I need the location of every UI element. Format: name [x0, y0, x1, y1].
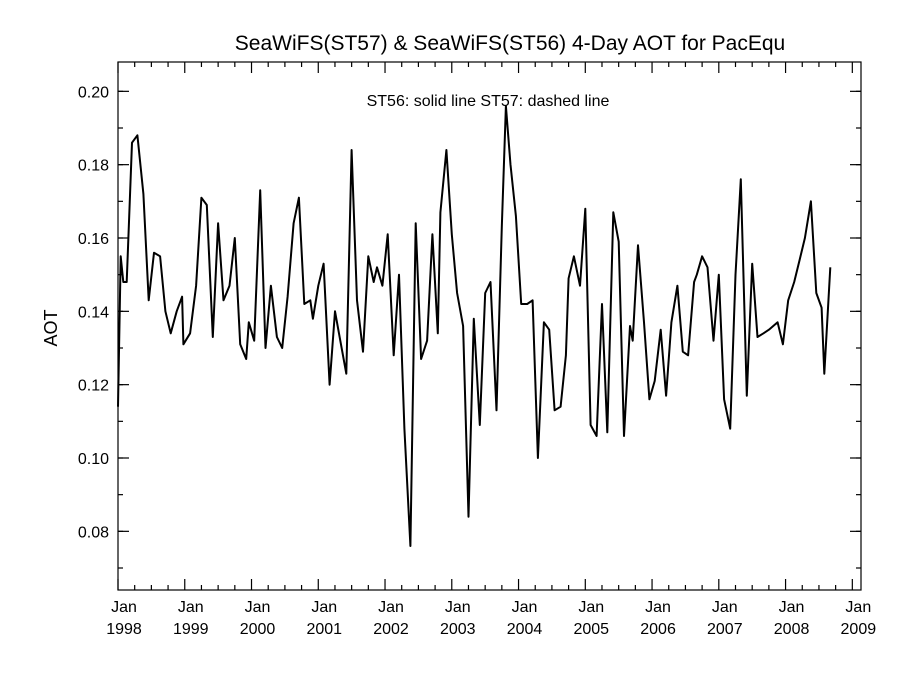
line-style-annotation: ST56: solid line ST57: dashed line [367, 93, 610, 110]
x-tick-month-label: Jan [779, 599, 805, 616]
y-tick-label: 0.20 [78, 84, 109, 101]
x-tick-year-label: 2008 [774, 621, 810, 638]
x-tick-month-label: Jan [512, 599, 538, 616]
x-tick-month-label: Jan [178, 599, 204, 616]
x-tick-month-label: Jan [245, 599, 271, 616]
x-tick-month-label: Jan [845, 599, 871, 616]
series-group [117, 105, 832, 547]
x-tick-month-label: Jan [578, 599, 604, 616]
y-tick-label: 0.10 [78, 451, 109, 468]
x-tick-year-label: 2007 [707, 621, 743, 638]
chart-title: SeaWiFS(ST57) & SeaWiFS(ST56) 4-Day AOT … [235, 32, 785, 55]
x-tick-year-label: 2005 [573, 621, 609, 638]
x-tick-year-label: 1999 [173, 621, 209, 638]
plot-frame [117, 61, 862, 591]
y-tick-label: 0.16 [78, 231, 109, 248]
series-line-solid [117, 105, 832, 547]
x-tick-year-label: 2009 [841, 621, 877, 638]
x-tick-month-label: Jan [378, 599, 404, 616]
x-tick-month-label: Jan [445, 599, 471, 616]
x-tick-year-label: 2000 [240, 621, 276, 638]
x-tick-year-label: 2001 [306, 621, 342, 638]
x-tick-year-label: 2003 [440, 621, 476, 638]
plot-border [117, 61, 862, 591]
x-axis-ticks: Jan 1998 Jan 1999 Jan 2000 Jan 2001 Jan 2002 Jan 20… [106, 62, 876, 638]
y-tick-label: 0.12 [78, 378, 109, 395]
y-tick-label: 0.08 [78, 524, 109, 541]
x-tick-year-label: 1998 [106, 621, 142, 638]
y-tick-label: 0.18 [78, 158, 109, 175]
x-tick-month-label: Jan [311, 599, 337, 616]
x-tick-year-label: 2006 [640, 621, 676, 638]
x-tick-month-label: Jan [712, 599, 738, 616]
y-axis-ticks: 0.08 0.10 0.12 0.14 0.16 0.18 0.20 [78, 84, 861, 569]
x-tick-month-label: Jan [111, 599, 137, 616]
x-tick-month-label: Jan [645, 599, 671, 616]
y-tick-label: 0.14 [78, 304, 109, 321]
x-tick-year-label: 2004 [507, 621, 543, 638]
y-axis-label: AOT [41, 309, 61, 346]
x-tick-year-label: 2002 [373, 621, 409, 638]
